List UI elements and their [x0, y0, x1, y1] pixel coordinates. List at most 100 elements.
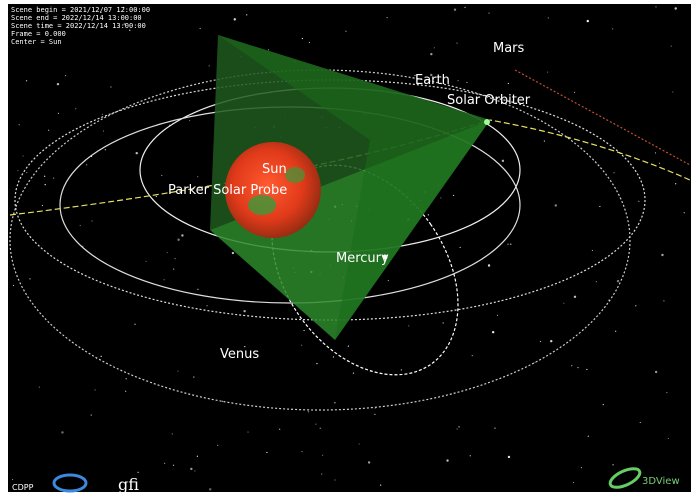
logo: 3DView: [642, 476, 680, 487]
star: [434, 47, 435, 48]
star: [348, 346, 349, 347]
star: [217, 445, 218, 446]
star: [574, 92, 575, 93]
star: [161, 175, 162, 176]
star: [401, 369, 402, 370]
star: [279, 429, 280, 430]
star: [588, 436, 589, 437]
star: [105, 149, 106, 150]
star: [164, 279, 165, 280]
info-line: Scene time = 2022/12/14 13:00:00: [11, 22, 146, 30]
star: [48, 130, 49, 131]
sun-spot: [248, 195, 276, 215]
star: [547, 72, 548, 73]
star: [550, 340, 552, 342]
star: [29, 278, 30, 279]
star: [472, 355, 473, 356]
star: [663, 300, 664, 301]
star: [457, 80, 458, 81]
star: [555, 204, 557, 206]
info-line: Scene end = 2022/12/14 13:00:00: [11, 14, 142, 22]
star: [386, 17, 387, 18]
star: [497, 315, 498, 316]
info-line: Scene begin = 2021/12/07 12:00:00: [11, 6, 150, 14]
star: [177, 371, 178, 372]
star: [197, 456, 198, 457]
star: [172, 433, 173, 434]
star: [534, 362, 535, 363]
star: [684, 212, 685, 213]
star: [668, 438, 669, 439]
star: [334, 402, 335, 403]
star: [222, 401, 223, 402]
star: [101, 356, 102, 357]
star: [615, 331, 616, 332]
star: [103, 130, 104, 131]
star: [243, 310, 245, 312]
star: [190, 468, 192, 470]
star: [671, 46, 672, 47]
star: [320, 428, 321, 429]
star: [200, 28, 201, 29]
star: [86, 164, 87, 165]
star: [322, 455, 323, 456]
star: [126, 378, 127, 379]
star: [380, 485, 381, 486]
star: [592, 250, 593, 251]
star: [440, 197, 441, 198]
star: [39, 387, 40, 388]
star: [464, 7, 465, 8]
star: [334, 479, 335, 480]
star: [453, 195, 454, 196]
star: [145, 261, 146, 262]
star: [456, 42, 457, 43]
star: [193, 376, 194, 377]
star: [209, 488, 211, 490]
logo: gfi: [118, 475, 139, 494]
star: [587, 20, 589, 22]
star: [640, 422, 641, 423]
star: [173, 465, 174, 466]
star: [659, 163, 660, 164]
star: [232, 252, 234, 254]
star: [428, 214, 429, 215]
star: [655, 6, 656, 7]
label: Mars: [493, 41, 525, 56]
star: [458, 426, 459, 427]
star: [507, 244, 508, 245]
star: [22, 155, 23, 156]
star: [303, 330, 304, 331]
star: [460, 247, 461, 248]
star: [613, 172, 614, 173]
star: [65, 75, 66, 76]
star: [301, 451, 302, 452]
solar-orbiter-marker: [484, 119, 490, 125]
star: [136, 152, 138, 154]
star: [247, 431, 248, 432]
star: [563, 303, 564, 304]
star: [655, 152, 656, 153]
star: [301, 345, 302, 346]
star: [368, 461, 370, 463]
star: [508, 83, 509, 84]
star: [466, 82, 467, 83]
star: [58, 113, 59, 114]
star: [102, 114, 103, 115]
star: [209, 65, 210, 66]
star: [156, 196, 157, 197]
star: [164, 463, 165, 464]
star: [302, 38, 303, 39]
star: [94, 389, 95, 390]
star: [603, 404, 604, 405]
star: [42, 205, 43, 206]
star: [612, 464, 613, 465]
star: [446, 459, 448, 461]
star: [443, 322, 444, 323]
star: [612, 28, 613, 29]
star: [61, 431, 63, 433]
star: [266, 452, 267, 453]
star: [19, 124, 20, 125]
star: [26, 80, 27, 81]
star: [540, 341, 541, 342]
star: [246, 14, 247, 15]
